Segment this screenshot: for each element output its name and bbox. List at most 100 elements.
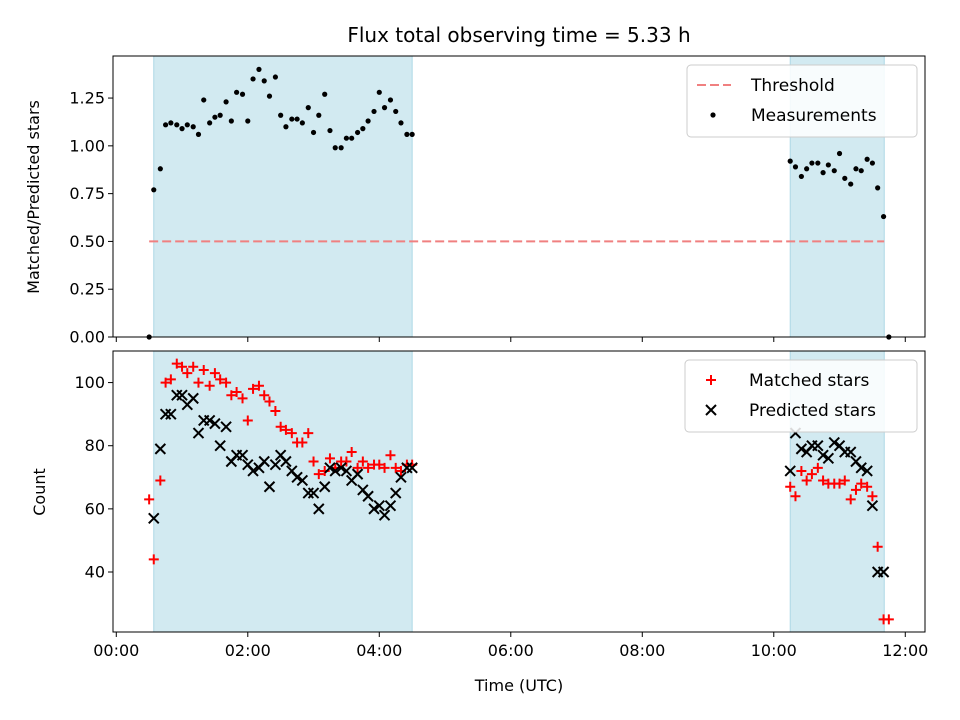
measurements-point — [880, 213, 887, 220]
predicted-stars-point — [340, 465, 353, 477]
matched-stars-point — [165, 374, 176, 385]
legend-measurements-label: Measurements — [751, 106, 877, 126]
measurements-point — [853, 166, 859, 172]
measurements-point — [371, 108, 377, 115]
predicted-stars-point — [390, 487, 402, 499]
matched-stars-point — [242, 415, 253, 426]
predicted-stars-point — [877, 566, 890, 578]
measurements-point — [848, 181, 854, 187]
measurements-point — [195, 131, 202, 137]
predicted-stars-point — [258, 455, 270, 468]
measurements-point — [157, 166, 163, 172]
matched-stars-point — [215, 374, 226, 385]
matched-stars-point — [363, 462, 374, 473]
matched-stars-point — [867, 491, 878, 502]
matched-stars-point — [193, 377, 204, 388]
measurements-point — [305, 105, 311, 111]
matched-stars-point — [148, 554, 159, 565]
measurements-point — [360, 126, 366, 132]
predicted-stars-point — [384, 500, 397, 512]
measurements-point — [875, 185, 881, 191]
matched-stars-point — [379, 462, 390, 473]
legend-predicted-stars-swatch — [705, 404, 717, 416]
top-panel: 0.00 0.25 0.50 0.75 1.00 1.25 Threshold Measure… — [69, 55, 926, 347]
predicted-stars-point — [192, 427, 205, 439]
measurements-point — [151, 187, 157, 193]
measurements-point — [212, 114, 218, 120]
predicted-stars-point — [373, 500, 385, 512]
predicted-stars-point — [263, 481, 276, 493]
matched-stars-point — [177, 361, 188, 372]
legend-matched-stars-swatch — [706, 375, 716, 385]
predicted-stars-point — [828, 436, 840, 449]
measurements-point — [228, 118, 234, 124]
bottom-y-tick-label: 40 — [85, 563, 105, 582]
measurements-point — [207, 120, 213, 126]
matched-stars-point — [198, 364, 209, 375]
predicted-stars-point — [148, 512, 160, 525]
predicted-stars-point — [812, 440, 824, 452]
matched-stars-point — [182, 368, 193, 379]
x-tick-label: 10:00 — [751, 641, 797, 660]
top-y-tick-label: 0.00 — [69, 328, 105, 347]
measurements-point — [184, 122, 190, 128]
measurements-point — [354, 129, 361, 136]
matched-stars-point — [160, 377, 171, 388]
measurements-point — [289, 116, 295, 122]
predicted-stars-point — [817, 449, 829, 461]
predicted-stars-point — [203, 414, 216, 427]
predicted-stars-point — [236, 449, 249, 461]
matched-stars-point — [812, 462, 823, 473]
matched-stars-point — [144, 494, 155, 505]
measurements-point — [381, 105, 388, 111]
matched-stars-point — [237, 393, 248, 404]
predicted-stars-point — [324, 462, 336, 474]
matched-stars-point — [231, 387, 242, 398]
measurements-point — [869, 160, 876, 166]
matched-stars-point — [204, 380, 215, 391]
x-tick-label: 04:00 — [356, 641, 402, 660]
measurements-point — [299, 120, 305, 126]
predicted-stars-point — [214, 440, 226, 452]
bottom-panel: 40 60 80 100 00:00 02:00 04:00 06:00 08:00 10:00 1… — [74, 350, 928, 660]
predicted-stars-point — [368, 503, 380, 515]
x-tick-label: 08:00 — [619, 641, 665, 660]
predicted-stars-point — [269, 458, 282, 471]
predicted-stars-point — [855, 462, 867, 474]
matched-stars-point — [834, 478, 845, 489]
measurements-point — [864, 156, 870, 162]
matched-stars-point — [790, 491, 801, 502]
top-observing-interval — [153, 55, 413, 338]
measurements-point — [266, 93, 273, 99]
legend-threshold-label: Threshold — [750, 76, 835, 96]
matched-stars-point — [845, 494, 856, 505]
bottom-y-axis-label: Count — [30, 468, 49, 516]
matched-stars-point — [374, 459, 385, 470]
matched-stars-point — [806, 469, 817, 480]
measurements-point — [245, 118, 251, 124]
matched-stars-point — [209, 368, 220, 379]
measurements-point — [804, 166, 810, 172]
top-y-tick-label: 0.25 — [69, 280, 105, 299]
measurements-point — [376, 89, 382, 95]
measurements-point — [792, 164, 799, 170]
bottom-axes-frame — [112, 350, 926, 633]
measurements-point — [409, 131, 415, 137]
matched-stars-point — [226, 390, 237, 401]
predicted-stars-point — [406, 462, 418, 474]
matched-stars-point — [796, 465, 807, 476]
measurements-point — [201, 97, 207, 103]
matched-stars-point — [280, 424, 291, 435]
predicted-stars-point — [861, 465, 873, 477]
predicted-stars-point — [296, 474, 309, 487]
matched-stars-point — [171, 358, 182, 369]
matched-stars-point — [248, 383, 259, 394]
measurements-point — [168, 120, 174, 126]
measurements-point — [365, 118, 371, 124]
predicted-stars-point — [247, 465, 259, 477]
matched-stars-point — [818, 475, 829, 486]
predicted-stars-point — [362, 490, 374, 502]
matched-stars-point — [188, 361, 199, 372]
predicted-stars-point — [844, 446, 857, 458]
